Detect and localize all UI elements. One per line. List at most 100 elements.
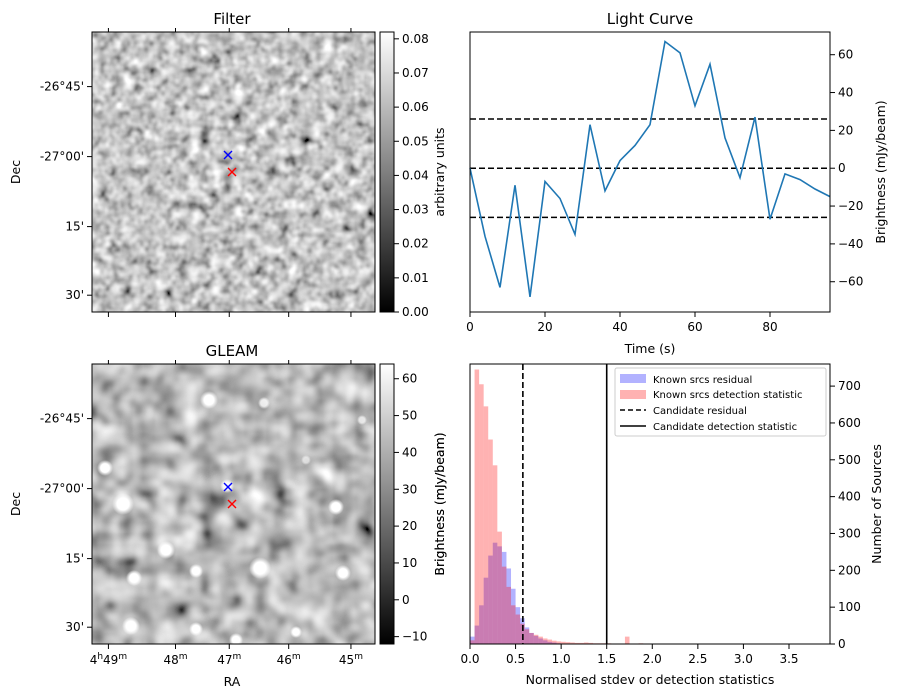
gleam-ylabel: Dec xyxy=(8,492,23,516)
lightcurve-xtick-label: 60 xyxy=(687,320,702,334)
gleam-ytick-label: 30' xyxy=(65,620,84,634)
filter-cbtick-label: 0.00 xyxy=(402,305,429,319)
histogram-bar-series-1 xyxy=(542,638,548,644)
histogram-bar-series-1 xyxy=(488,439,493,644)
lightcurve-ytick-label: −60 xyxy=(838,275,863,289)
filter-marker-red xyxy=(227,167,237,177)
histogram-bar-series-0 xyxy=(529,632,534,644)
gleam-bright-sources xyxy=(97,391,367,644)
gleam-cbtick-label: 40 xyxy=(402,445,417,459)
filter-cbtick-label: 0.04 xyxy=(402,168,429,182)
filter-y-ticks: -26°45' -27°00' 15' 30' xyxy=(40,80,92,302)
lightcurve-y-ticks: −60 −40 −20 0 20 40 60 xyxy=(830,48,863,289)
histogram-bar-series-0 xyxy=(524,627,530,644)
histogram-ytick-label: 600 xyxy=(838,416,861,430)
filter-ytick-label: -26°45' xyxy=(40,80,84,94)
gleam-marker-red xyxy=(227,499,237,509)
gleam-image xyxy=(92,364,375,644)
histogram-bar-series-0 xyxy=(506,568,512,644)
gleam-cbtick-label: 30 xyxy=(402,482,417,496)
gleam-xtick-label: 46m xyxy=(277,652,301,667)
histogram-bar-series-1 xyxy=(579,642,584,644)
histogram-ytick-label: 200 xyxy=(838,563,861,577)
lightcurve-ytick-label: −20 xyxy=(838,199,863,213)
filter-ytick-label: -27°00' xyxy=(40,150,84,164)
filter-colorbar xyxy=(379,31,395,313)
histogram-bar-series-1 xyxy=(511,605,516,644)
lightcurve-x-ticks: 0 20 40 60 80 xyxy=(466,312,778,334)
histogram-xtick-label: 1.5 xyxy=(597,652,616,666)
histogram-ytick-label: 700 xyxy=(838,379,861,393)
lightcurve-ytick-label: −40 xyxy=(838,237,863,251)
gleam-xtick-label: 48m xyxy=(163,652,187,667)
histogram-bar-series-1 xyxy=(561,641,566,644)
histogram-bar-series-1 xyxy=(552,640,557,644)
histogram-ytick-label: 300 xyxy=(838,526,861,540)
filter-x-ticks xyxy=(107,28,352,317)
histogram-bar-series-0 xyxy=(470,636,475,644)
lightcurve-xtick-label: 80 xyxy=(762,320,777,334)
histogram-xtick-label: 3.5 xyxy=(779,652,798,666)
gleam-cbtick-label: 60 xyxy=(402,372,417,386)
histogram-y-ticks: 0 100 200 300 400 500 600 700 xyxy=(830,379,861,651)
histogram-xtick-label: 0.5 xyxy=(506,652,525,666)
histogram-bar-series-1 xyxy=(570,642,575,644)
histogram-bar-series-1 xyxy=(547,639,553,644)
gleam-cbtick-label: 10 xyxy=(402,556,417,570)
histogram-xlabel: Normalised stdev or detection statistics xyxy=(526,672,775,687)
filter-panel: Filter -26°45' -27°00' 15' 30' Dec 0.00 0.01… xyxy=(8,10,447,319)
histogram-ytick-label: 100 xyxy=(838,600,861,614)
filter-colorbar-ticks: 0.00 0.01 0.02 0.03 0.04 0.05 0.06 0.07 0.08 xyxy=(394,32,429,319)
histogram-bar-series-1 xyxy=(470,640,475,644)
histogram-bar-series-0 xyxy=(497,546,502,644)
filter-cbtick-label: 0.05 xyxy=(402,134,429,148)
lightcurve-xtick-label: 0 xyxy=(466,320,474,334)
gleam-panel: GLEAM xyxy=(8,342,447,689)
filter-cbtick-label: 0.08 xyxy=(402,32,429,46)
gleam-markers xyxy=(223,482,237,509)
histogram-bar-series-1 xyxy=(497,531,502,644)
histogram-bar-series-0 xyxy=(547,641,553,644)
histogram-xtick-label: 2.5 xyxy=(688,652,707,666)
lightcurve-xlabel: Time (s) xyxy=(624,341,676,356)
gleam-ytick-label: -27°00' xyxy=(40,482,84,496)
gleam-colorbar-ticks: −10 0 10 20 30 40 50 60 xyxy=(394,372,427,644)
gleam-xlabel: RA xyxy=(224,674,241,689)
gleam-y-ticks: -26°45' -27°00' 15' 30' xyxy=(40,412,92,634)
filter-image xyxy=(92,32,375,312)
histogram-bar-series-1 xyxy=(529,632,534,644)
histogram-candidate-lines xyxy=(522,364,608,644)
histogram-bar-series-1 xyxy=(565,642,571,644)
filter-ylabel: Dec xyxy=(8,160,23,184)
gleam-x-ticks: 4h49m 48m 47m 46m 45m xyxy=(90,360,363,667)
lightcurve-ytick-label: 60 xyxy=(838,48,853,62)
histogram-bar-series-0 xyxy=(483,577,489,644)
gleam-ytick-label: 15' xyxy=(65,552,84,566)
lightcurve-ytick-label: 0 xyxy=(838,161,846,175)
lightcurve-xtick-label: 20 xyxy=(537,320,552,334)
filter-colorbar-label: arbitrary units xyxy=(432,127,447,216)
histogram-xtick-label: 1.0 xyxy=(552,652,571,666)
histogram-bar-series-1 xyxy=(474,369,480,644)
filter-ytick-label: 30' xyxy=(65,288,84,302)
histogram-bar-series-1 xyxy=(574,642,580,644)
lightcurve-series-line xyxy=(469,40,831,298)
gleam-cbtick-label: 20 xyxy=(402,519,417,533)
histogram-bar-series-1 xyxy=(501,566,507,644)
histogram-bar-series-0 xyxy=(542,640,548,644)
histogram-xtick-label: 2.0 xyxy=(643,652,662,666)
histogram-bar-series-0 xyxy=(538,638,543,644)
histogram-ytick-label: 500 xyxy=(838,453,861,467)
histogram-bar-series-1 xyxy=(520,623,525,644)
histogram-bar-series-0 xyxy=(515,607,521,644)
filter-title: Filter xyxy=(213,10,251,28)
histogram-xtick-label: 3.0 xyxy=(734,652,753,666)
histogram-x-ticks: 0.0 0.5 1.0 1.5 2.0 2.5 3.0 3.5 xyxy=(460,644,799,666)
histogram-bar-series-0 xyxy=(511,588,516,644)
histogram-bar-series-1 xyxy=(524,629,530,644)
histogram-bar-series-0 xyxy=(488,555,493,644)
legend-known-residual: Known srcs residual xyxy=(653,375,752,386)
legend-known-detection: Known srcs detection statistic xyxy=(653,390,802,401)
filter-cbtick-label: 0.06 xyxy=(402,100,429,114)
histogram-panel: 0.0 0.5 1.0 1.5 2.0 2.5 3.0 3.5 0 100 200 300 400 50… xyxy=(432,363,884,687)
